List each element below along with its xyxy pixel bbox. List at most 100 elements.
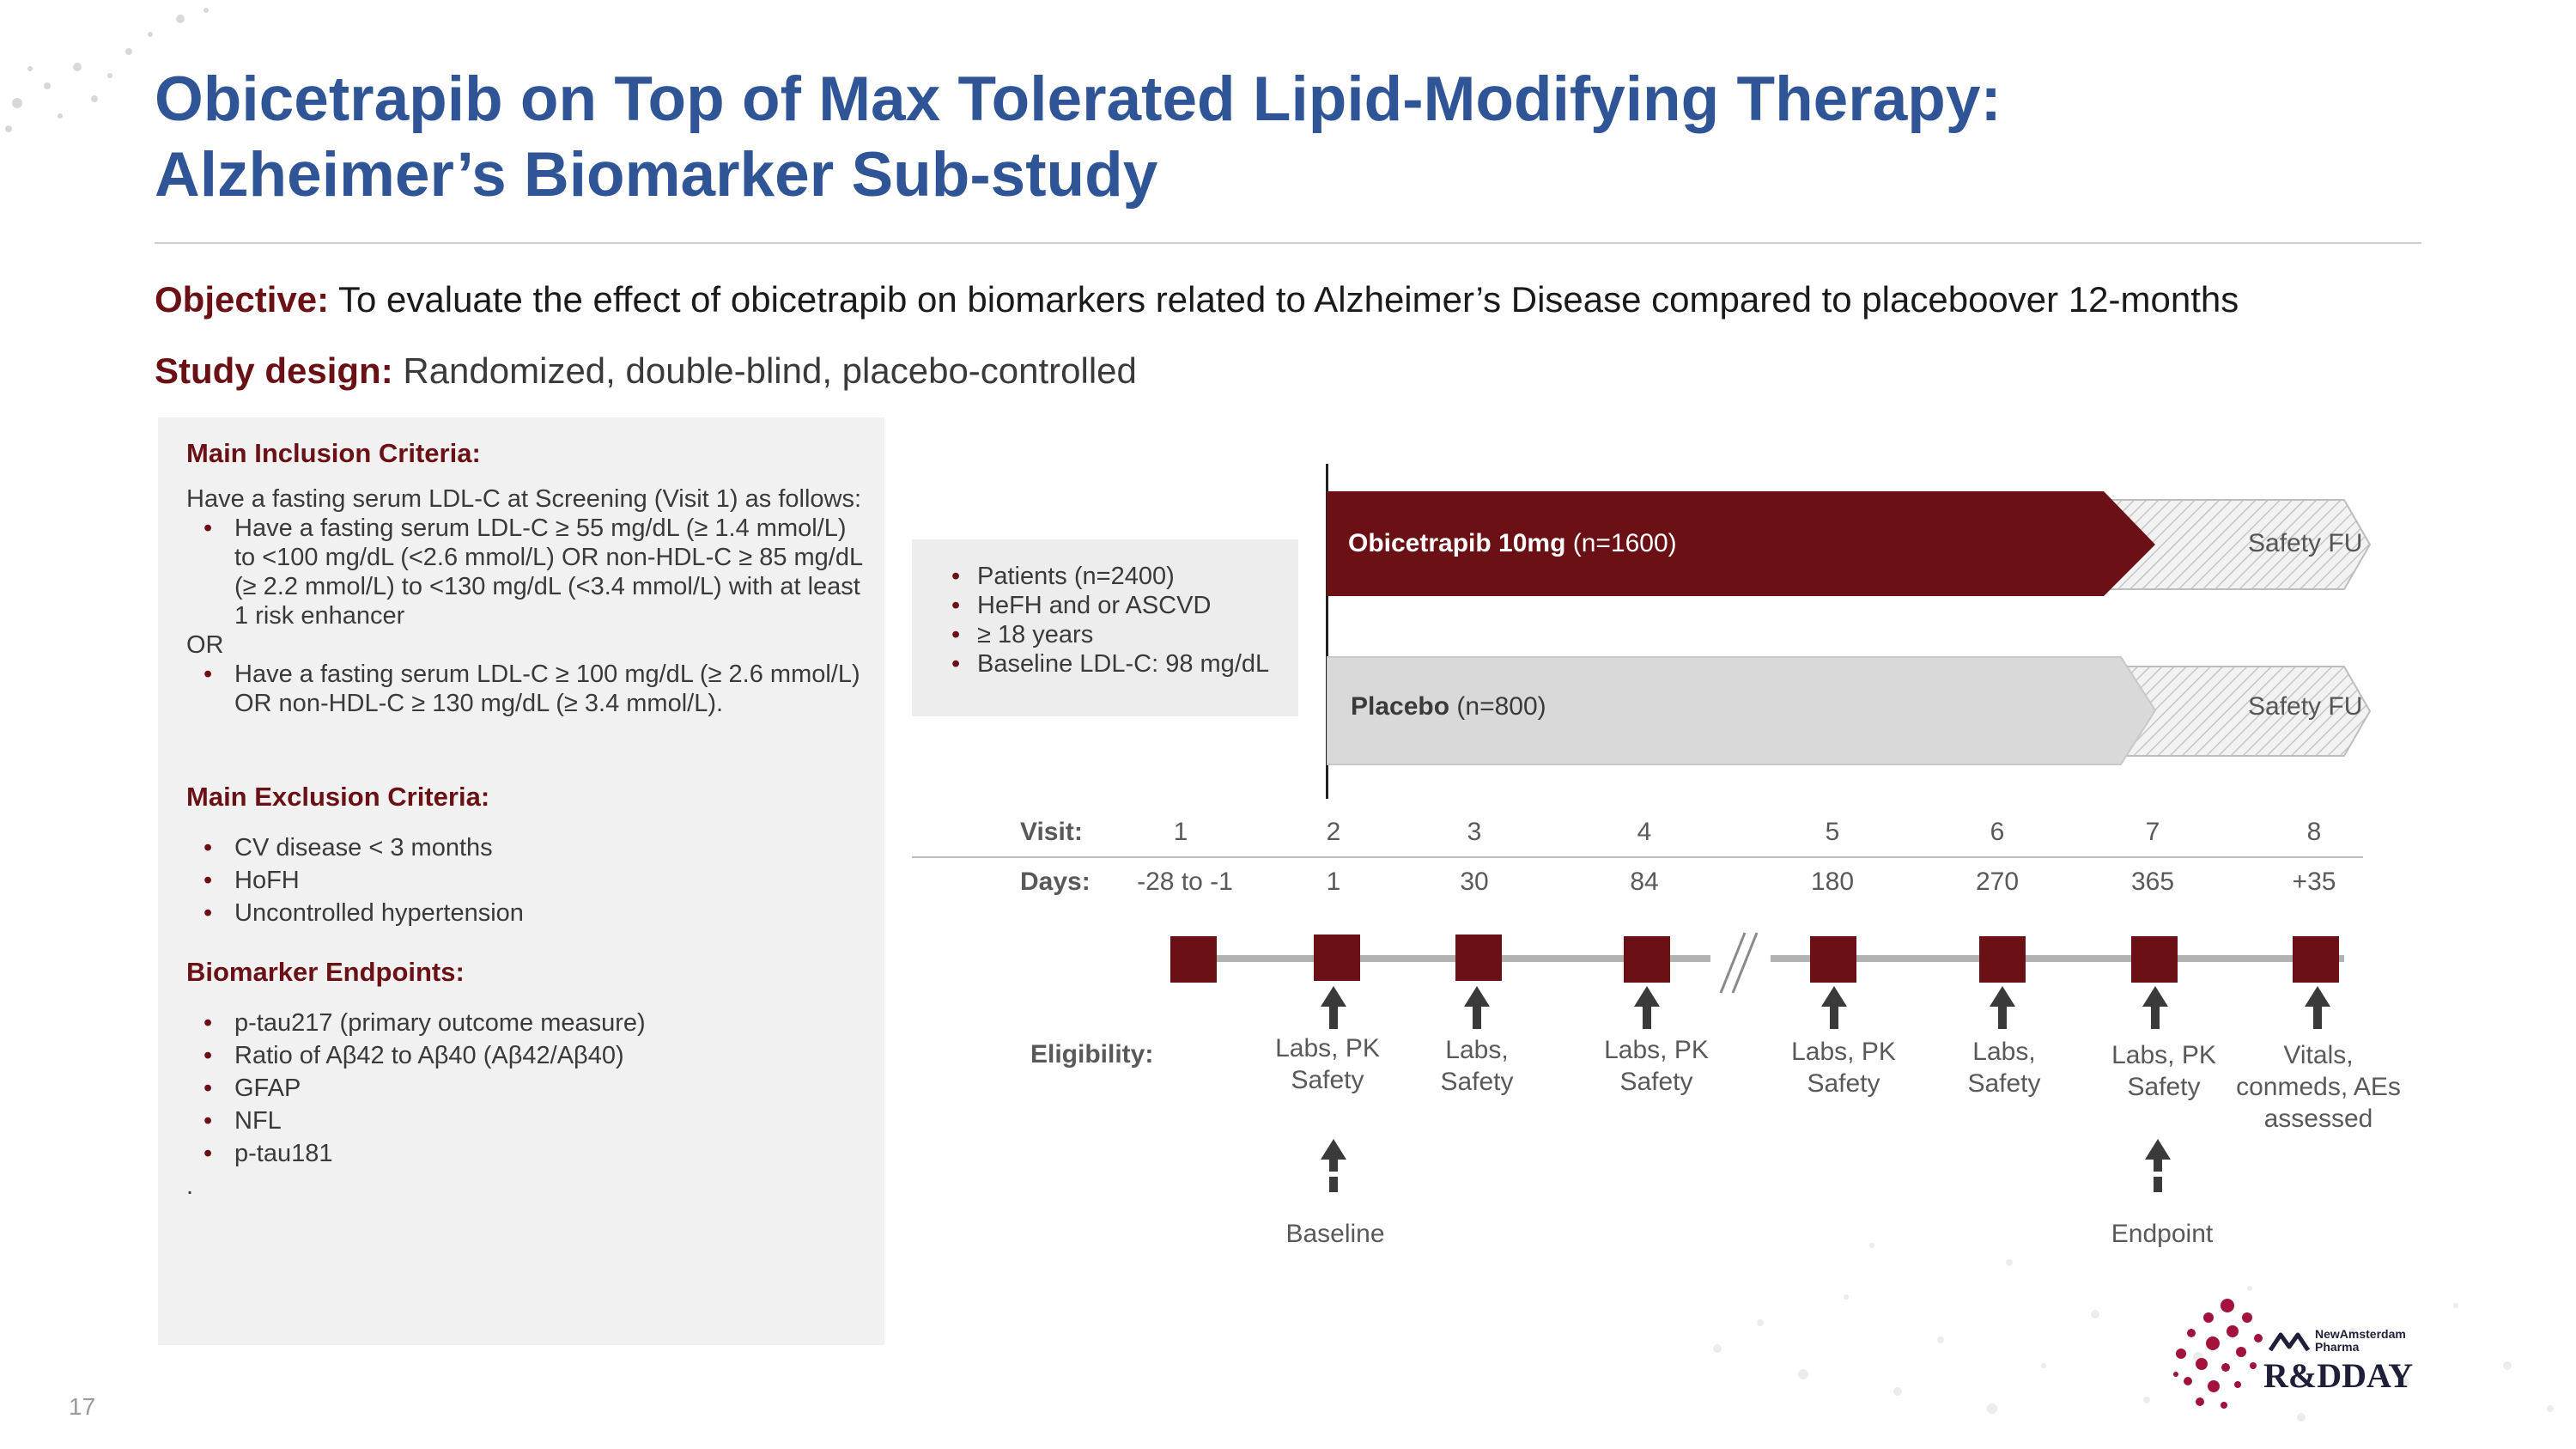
slide-title: Obicetrapib on Top of Max Tolerated Lipi… — [155, 62, 2387, 213]
treatment-arm-label: Obicetrapib 10mg (n=1600) — [1348, 529, 1677, 558]
title-divider — [155, 242, 2421, 244]
arrow-up-icon — [1321, 986, 1346, 1029]
treatment-arm-name: Obicetrapib 10mg — [1348, 529, 1566, 557]
inclusion-body: Have a fasting serum LDL-C at Screening … — [186, 484, 873, 718]
baseline-arrow-icon — [1321, 1139, 1346, 1192]
treatment-followup-label: Safety FU — [2248, 529, 2363, 557]
eligibility-line: Labs, — [1972, 1038, 2036, 1066]
study-design: Study design: Randomized, double-blind, … — [155, 350, 1137, 392]
arrow-up-icon — [2142, 986, 2168, 1029]
exclusion-item: HoFH — [186, 864, 873, 897]
day-value: +35 — [2292, 868, 2336, 896]
patient-item: Patients (n=2400) — [946, 562, 1281, 591]
placebo-arm-arrow — [1327, 656, 2157, 765]
day-value: 1 — [1326, 868, 1341, 896]
eligibility-line: Safety — [1440, 1068, 1514, 1096]
visit-number: 1 — [1173, 818, 1188, 846]
milestone-arrows — [1321, 1139, 2171, 1192]
treatment-arm-n: (n=1600) — [1565, 529, 1677, 557]
schedule-divider — [912, 856, 2363, 858]
eligibility-line: Labs, PK — [1275, 1034, 1380, 1062]
patient-item: Baseline LDL-C: 98 mg/dL — [946, 649, 1281, 679]
inclusion-heading: Main Inclusion Criteria: — [186, 438, 481, 468]
eligibility-line: Safety — [1291, 1066, 1364, 1094]
eligibility-row-label: Eligibility: — [1030, 1040, 1154, 1068]
arrow-up-icon — [1990, 986, 2015, 1029]
eligibility-visit-5: Labs, PK Safety — [1749, 1036, 1938, 1099]
page-number: 17 — [69, 1393, 96, 1420]
day-value: -28 to -1 — [1137, 868, 1233, 896]
visit-marker — [1624, 936, 1670, 983]
timeline-gap — [1710, 945, 1771, 972]
exclusion-item: CV disease < 3 months — [186, 831, 873, 864]
placebo-arm-label: Placebo (n=800) — [1351, 692, 1546, 721]
eligibility-visit-7: Labs, PK Safety — [2069, 1039, 2258, 1103]
visit-marker — [2293, 936, 2339, 983]
day-value: 180 — [1810, 868, 1855, 896]
visit-number: 5 — [1825, 818, 1840, 846]
criteria-panel: Main Inclusion Criteria: Have a fasting … — [158, 417, 884, 1345]
patient-item: ≥ 18 years — [946, 620, 1281, 649]
decorative-dots-top-left — [5, 8, 209, 132]
day-value: 30 — [1460, 868, 1489, 896]
visit-row-label: Visit: — [1020, 818, 1083, 846]
placebo-arm-n: (n=800) — [1449, 692, 1546, 721]
arrow-up-icon — [1464, 986, 1490, 1029]
eligibility-line: Labs, PK — [1791, 1038, 1896, 1066]
title-line-1: Obicetrapib on Top of Max Tolerated Lipi… — [155, 64, 2002, 134]
study-design-label: Study design: — [155, 350, 393, 391]
placebo-followup-label: Safety FU — [2248, 692, 2363, 721]
logo-dots-icon — [2173, 1299, 2263, 1409]
visit-number: 6 — [1990, 818, 2005, 846]
eligibility-line: Safety — [2127, 1073, 2201, 1101]
eligibility-line: assessed — [2263, 1105, 2373, 1133]
eligibility-visit-8: Vitals, conmeds, AEs assessed — [2224, 1039, 2413, 1135]
objective-text: To evaluate the effect of obicetrapib on… — [329, 279, 2239, 320]
logo-company: NewAmsterdam Pharma — [2315, 1328, 2406, 1354]
visit-number: 3 — [1467, 818, 1482, 846]
eligibility-line: Labs, — [1445, 1036, 1509, 1064]
day-value: 270 — [1975, 868, 2020, 896]
visit-number: 4 — [1637, 818, 1652, 846]
eligibility-arrows — [1321, 986, 2330, 1029]
decorative-dots-bottom-right — [1713, 1234, 2554, 1422]
objective: Objective: To evaluate the effect of obi… — [155, 279, 2239, 320]
eligibility-visit-3: Labs, Safety — [1382, 1034, 1571, 1098]
exclusion-item: Uncontrolled hypertension — [186, 897, 873, 929]
endpoint-item: Ratio of Aβ42 to Aβ40 (Aβ42/Aβ40) — [186, 1039, 873, 1072]
timeline-break-mark — [1719, 932, 1759, 994]
endpoint-item: GFAP — [186, 1072, 873, 1105]
objective-label: Objective: — [155, 279, 330, 320]
endpoint-item: NFL — [186, 1105, 873, 1137]
endpoint-item: p-tau217 (primary outcome measure) — [186, 1007, 873, 1039]
eligibility-line: Labs, PK — [1604, 1036, 1709, 1064]
eligibility-line: Safety — [1807, 1069, 1880, 1098]
exclusion-body: CV disease < 3 months HoFH Uncontrolled … — [186, 831, 873, 929]
visit-number: 2 — [1326, 818, 1341, 846]
newamsterdam-logo-icon — [2268, 1332, 2311, 1352]
title-line-2: Alzheimer’s Biomarker Sub-study — [155, 140, 1158, 210]
baseline-label: Baseline — [1285, 1220, 1385, 1248]
placebo-arm-name: Placebo — [1351, 692, 1450, 721]
logo-event: R&DDAY — [2263, 1356, 2414, 1395]
eligibility-line: Labs, PK — [2111, 1041, 2216, 1069]
endpoints-heading: Biomarker Endpoints: — [186, 957, 465, 987]
eligibility-visit-4: Labs, PK Safety — [1562, 1034, 1751, 1098]
inclusion-item-1: Have a fasting serum LDL-C ≥ 55 mg/dL (≥… — [186, 514, 873, 630]
exclusion-heading: Main Exclusion Criteria: — [186, 782, 490, 812]
visit-number: 8 — [2306, 818, 2322, 846]
inclusion-or: OR — [186, 631, 224, 659]
inclusion-item-2: Have a fasting serum LDL-C ≥ 100 mg/dL (… — [186, 660, 873, 718]
treatment-arm-arrow — [1327, 491, 2155, 596]
arrow-up-icon — [2305, 986, 2330, 1029]
eligibility-visit-2: Labs, PK Safety — [1233, 1032, 1422, 1096]
endpoint-item: p-tau181 — [186, 1137, 873, 1170]
patient-item: HeFH and or ASCVD — [946, 591, 1281, 620]
endpoint-label: Endpoint — [2111, 1220, 2214, 1248]
visit-marker — [1979, 936, 2026, 983]
visit-marker — [1455, 935, 1502, 981]
eligibility-line: Vitals, — [2283, 1041, 2354, 1069]
visit-marker — [1314, 935, 1360, 981]
visit-marker — [2131, 936, 2178, 983]
eligibility-line: conmeds, AEs — [2236, 1073, 2401, 1101]
